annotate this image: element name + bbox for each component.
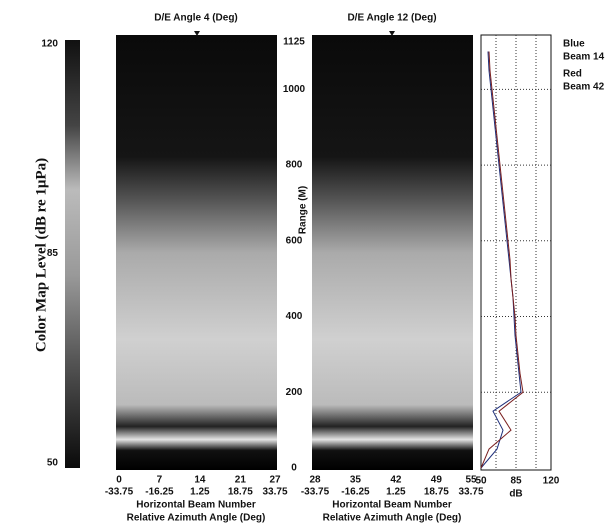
y-tick-label: 0: [291, 463, 297, 474]
x-axis-label: Relative Azimuth Angle (Deg): [323, 513, 462, 524]
x-tick-label: 18.75: [228, 487, 253, 498]
legend-label: Beam 42: [563, 82, 605, 93]
y-tick-label: 200: [286, 387, 303, 398]
y-tick-label: 600: [286, 235, 303, 246]
x-tick-label: 33.75: [458, 487, 483, 498]
y-tick-label: 1000: [283, 84, 306, 95]
colorbar-tick-label: 85: [47, 248, 59, 259]
x-tick-label: -33.75: [301, 487, 330, 498]
legend-label: Blue: [563, 39, 585, 50]
x-tick-label: 28: [309, 475, 321, 486]
colorbar-label: Color Map Level (dB re 1μPa): [33, 158, 49, 352]
x-tick-label: 0: [116, 475, 122, 486]
marker: [389, 31, 395, 36]
line: [480, 51, 524, 469]
marker: [194, 31, 200, 36]
panel-title: D/E Angle 12 (Deg): [347, 13, 436, 24]
x-axis-label: Horizontal Beam Number: [136, 500, 256, 511]
x-tick-label: 27: [269, 475, 281, 486]
y-tick-label: 800: [286, 160, 303, 171]
heatmap: [116, 35, 277, 470]
x-tick-label: 1.25: [386, 487, 406, 498]
x-axis-label: dB: [509, 489, 522, 500]
x-tick-label: -33.75: [105, 487, 134, 498]
range-label: Range (M): [298, 186, 309, 234]
legend-label: Beam 14: [563, 52, 605, 63]
x-tick-label: 49: [431, 475, 443, 486]
x-axis-label: Horizontal Beam Number: [332, 500, 452, 511]
x-tick-label: -16.25: [145, 487, 174, 498]
x-tick-label: 50: [475, 476, 487, 487]
legend-label: Red: [563, 69, 582, 80]
colorbar-tick-label: 50: [47, 458, 59, 469]
x-tick-label: 33.75: [262, 487, 287, 498]
x-tick-label: 14: [194, 475, 206, 486]
x-tick-label: 35: [350, 475, 362, 486]
x-tick-label: 21: [235, 475, 247, 486]
heatmap: [312, 35, 473, 470]
x-tick-label: 120: [543, 476, 560, 487]
x-tick-label: 85: [510, 476, 522, 487]
x-tick-label: -16.25: [341, 487, 370, 498]
x-axis-label: Relative Azimuth Angle (Deg): [127, 513, 266, 524]
colorbar-tick-label: 120: [41, 39, 58, 50]
colorbar: [65, 40, 80, 468]
x-tick-label: 7: [157, 475, 163, 486]
panel-title: D/E Angle 4 (Deg): [154, 13, 238, 24]
x-tick-label: 55: [465, 475, 477, 486]
y-tick-label: 400: [286, 311, 303, 322]
x-tick-label: 42: [390, 475, 402, 486]
line: [480, 51, 522, 469]
y-tick-label: 1125: [283, 37, 305, 48]
x-tick-label: 1.25: [190, 487, 210, 498]
x-tick-label: 18.75: [424, 487, 449, 498]
